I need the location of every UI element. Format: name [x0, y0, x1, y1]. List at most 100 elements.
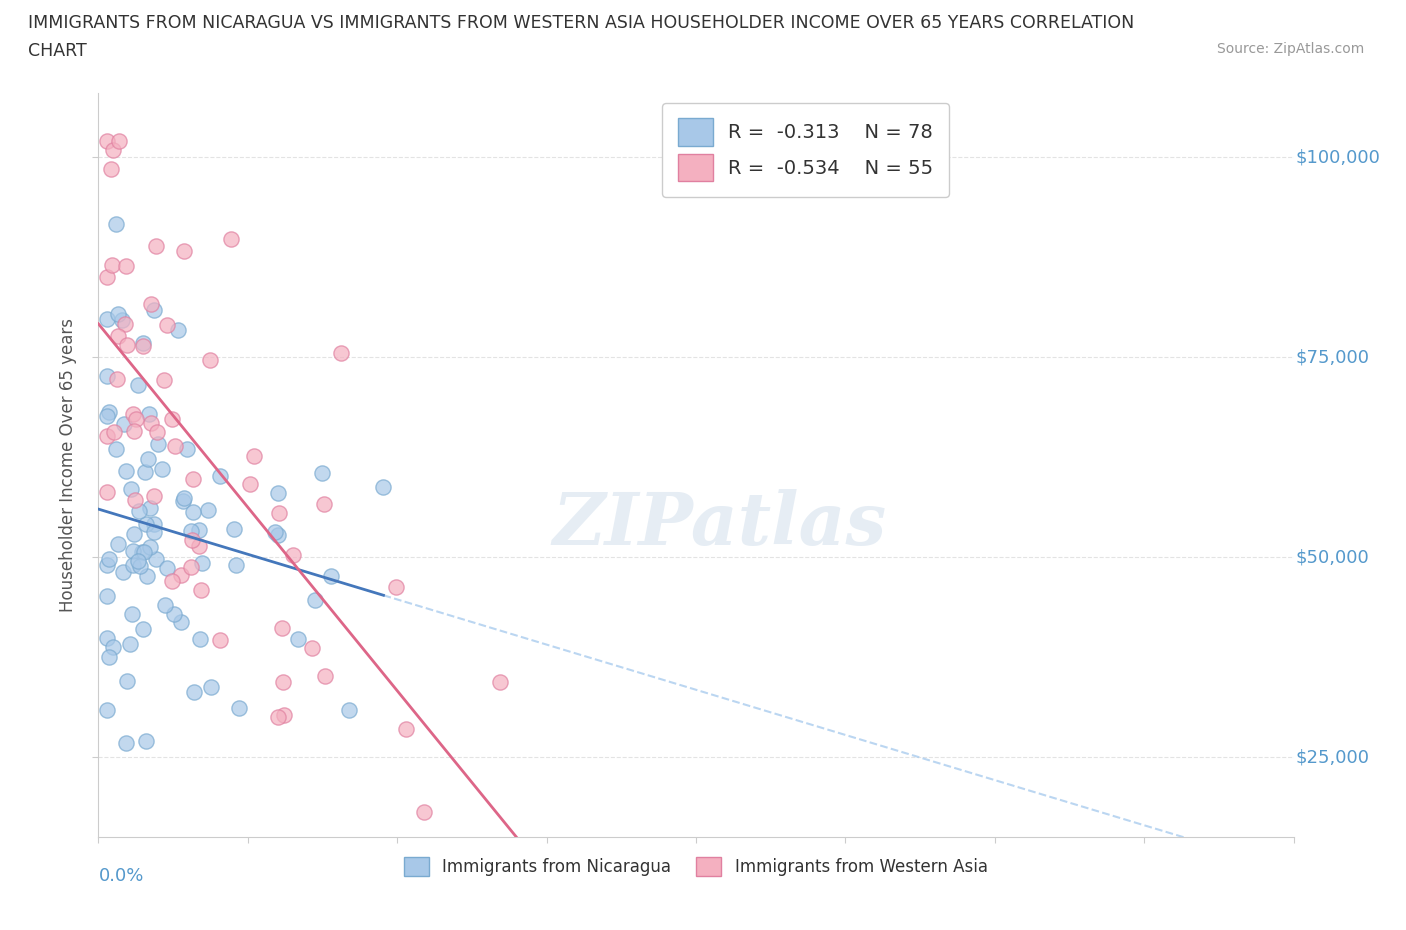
Point: [111, 312, 134, 327]
Point: [267, 485, 290, 500]
Text: IMMIGRANTS FROM NICARAGUA VS IMMIGRANTS FROM WESTERN ASIA HOUSEHOLDER INCOME OVE: IMMIGRANTS FROM NICARAGUA VS IMMIGRANTS …: [28, 14, 1135, 32]
Point: [96, 702, 118, 717]
Point: [96, 485, 118, 499]
Text: $75,000: $75,000: [1296, 348, 1369, 366]
Point: [228, 701, 250, 716]
Point: [152, 372, 174, 387]
Point: [139, 500, 162, 515]
Point: [103, 425, 125, 440]
Point: [180, 532, 202, 547]
Point: [107, 328, 129, 343]
Point: [273, 707, 295, 722]
Point: [120, 482, 142, 497]
Point: [98, 405, 121, 419]
Point: [264, 525, 287, 539]
Point: [136, 452, 159, 467]
Point: [180, 524, 202, 538]
Point: [160, 574, 183, 589]
Point: [283, 548, 305, 563]
Point: [170, 615, 193, 630]
Point: [127, 553, 149, 568]
Point: [385, 579, 408, 594]
Point: [160, 411, 183, 426]
Point: [103, 640, 125, 655]
Point: [304, 592, 326, 607]
Point: [311, 465, 333, 480]
Point: [488, 674, 510, 689]
Point: [125, 411, 148, 426]
Point: [190, 582, 212, 597]
Point: [269, 505, 291, 520]
Text: $25,000: $25,000: [1296, 748, 1369, 766]
Point: [209, 469, 232, 484]
Point: [225, 557, 247, 572]
Point: [134, 544, 156, 559]
Point: [267, 710, 290, 724]
Text: $50,000: $50,000: [1296, 548, 1369, 566]
Point: [118, 637, 141, 652]
Point: [239, 477, 262, 492]
Point: [142, 525, 165, 539]
Point: [107, 537, 129, 551]
Y-axis label: Householder Income Over 65 years: Householder Income Over 65 years: [59, 318, 77, 612]
Point: [114, 316, 136, 331]
Point: [96, 270, 118, 285]
Point: [132, 621, 155, 636]
Point: [173, 244, 195, 259]
Point: [131, 544, 153, 559]
Point: [96, 429, 118, 444]
Point: [135, 734, 157, 749]
Point: [122, 544, 145, 559]
Point: [145, 238, 167, 253]
Point: [122, 558, 145, 573]
Point: [145, 551, 167, 566]
Point: [96, 631, 118, 646]
Point: [181, 504, 204, 519]
Point: [314, 669, 336, 684]
Text: CHART: CHART: [28, 42, 87, 60]
Point: [242, 448, 264, 463]
Point: [96, 408, 118, 423]
Point: [188, 523, 211, 538]
Point: [139, 539, 162, 554]
Point: [135, 517, 157, 532]
Point: [132, 336, 155, 351]
Point: [156, 318, 179, 333]
Point: [96, 312, 118, 326]
Point: [224, 522, 246, 537]
Point: [329, 346, 352, 361]
Point: [180, 560, 202, 575]
Point: [173, 491, 195, 506]
Text: 0.0%: 0.0%: [98, 867, 143, 884]
Point: [188, 631, 211, 646]
Point: [337, 703, 360, 718]
Point: [191, 555, 214, 570]
Point: [98, 551, 121, 566]
Point: [96, 558, 118, 573]
Point: [266, 527, 288, 542]
Point: [115, 259, 138, 273]
Point: [107, 307, 129, 322]
Point: [208, 632, 231, 647]
Point: [115, 463, 138, 478]
Point: [122, 424, 145, 439]
Point: [271, 674, 294, 689]
Point: [101, 142, 124, 157]
Point: [108, 134, 131, 149]
Point: [172, 494, 194, 509]
Point: [301, 640, 323, 655]
Point: [142, 517, 165, 532]
Point: [121, 607, 143, 622]
Point: [170, 568, 193, 583]
Point: [167, 323, 190, 338]
Point: [150, 461, 173, 476]
Point: [142, 489, 165, 504]
Point: [96, 134, 118, 149]
Point: [115, 735, 138, 750]
Point: [197, 502, 219, 517]
Legend: Immigrants from Nicaragua, Immigrants from Western Asia: Immigrants from Nicaragua, Immigrants fr…: [396, 849, 995, 884]
Point: [146, 437, 169, 452]
Point: [122, 406, 145, 421]
Point: [163, 438, 186, 453]
Point: [413, 804, 436, 819]
